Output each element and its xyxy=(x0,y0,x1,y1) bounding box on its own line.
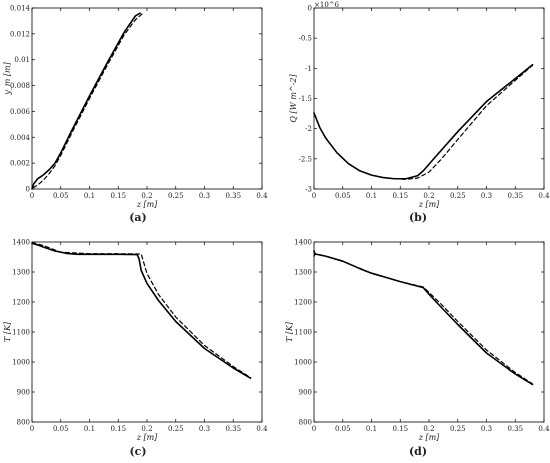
x-tick-label: 0.35 xyxy=(225,425,241,433)
x-tick-label: 0.3 xyxy=(481,425,492,433)
x-tick-label: 0.15 xyxy=(110,425,126,433)
series-line-dashed xyxy=(31,242,252,379)
y-tick-label: 1000 xyxy=(294,359,312,367)
y-axis-label: T [K] xyxy=(3,321,12,342)
y-tick-label: 1200 xyxy=(12,299,30,307)
series-line-dashed xyxy=(32,12,144,189)
x-tick-label: 0.4 xyxy=(256,192,268,200)
x-tick-label: 0.4 xyxy=(256,425,268,433)
y-axis-label: T [K] xyxy=(285,321,294,342)
panel-c: 0 0.05 0.1 0.15 0.2 0.25 0.3 0.35 0.4 800 900 1000 1… xyxy=(3,239,268,459)
x-tick-label: 0.1 xyxy=(84,192,95,200)
x-tick-label: 0 xyxy=(30,192,34,200)
panel-label: (a) xyxy=(129,211,147,224)
y-tick-label: 0.01 xyxy=(14,56,30,64)
panel-b: 0 0.05 0.1 0.15 0.2 0.25 0.3 0.35 0.4 0 -0.5 -1 -1.5… xyxy=(289,1,550,224)
x-tick-label: 0.05 xyxy=(335,192,351,200)
plot-frame xyxy=(31,7,263,190)
series-line-solid xyxy=(313,250,534,386)
y-tick-label: 0.006 xyxy=(10,108,31,116)
series-line-solid xyxy=(31,242,252,380)
x-tick-label: 0.4 xyxy=(538,192,550,200)
y-tick-label: 1100 xyxy=(12,329,30,337)
plot-frame xyxy=(313,7,545,190)
x-tick-label: 0.3 xyxy=(199,425,210,433)
series-line-solid xyxy=(313,63,534,180)
y-tick-label: -3 xyxy=(305,186,312,194)
x-tick-label: 0.15 xyxy=(392,425,408,433)
x-tick-label: 0.35 xyxy=(507,192,523,200)
y-tick-label: 800 xyxy=(299,419,312,427)
y-tick-label: -2.5 xyxy=(299,155,313,163)
x-tick-label: 0 xyxy=(312,192,316,200)
y-tick-label: -0.5 xyxy=(299,35,313,43)
panel-label: (d) xyxy=(409,445,427,458)
y-tick-label: 1300 xyxy=(12,269,30,277)
y-tick-label: 0.008 xyxy=(10,82,30,90)
x-tick-label: 0.3 xyxy=(481,192,492,200)
y-tick-label: 0.012 xyxy=(10,30,30,38)
y-axis-label: y_m [m] xyxy=(3,61,12,95)
x-tick-label: 0.25 xyxy=(168,192,184,200)
y-tick-label: 0.014 xyxy=(10,5,31,13)
plot-frame xyxy=(31,241,263,423)
y-tick-label: 1000 xyxy=(12,359,30,367)
y-tick-label: 900 xyxy=(299,389,312,397)
plot-frame xyxy=(313,241,545,423)
y-tick-label: 0 xyxy=(26,186,30,194)
panel-label: (b) xyxy=(409,211,427,224)
series-line-solid xyxy=(31,12,141,190)
y-tick-label: 1100 xyxy=(294,329,312,337)
y-tick-label: 1300 xyxy=(294,269,312,277)
y-axis-label: Q [W m^-2] xyxy=(289,74,298,123)
x-tick-label: 0.1 xyxy=(366,425,377,433)
x-tick-label: 0.3 xyxy=(199,192,210,200)
y-tick-label: -1.5 xyxy=(299,95,313,103)
x-axis-label: z [m] xyxy=(136,200,158,209)
x-tick-label: 0 xyxy=(312,425,316,433)
y-tick-label: 0.004 xyxy=(10,134,31,142)
x-tick-label: 0.15 xyxy=(392,192,408,200)
y-tick-label: 1200 xyxy=(294,299,312,307)
y-tick-label: -1 xyxy=(305,65,312,73)
x-tick-label: 0.1 xyxy=(366,192,377,200)
y-tick-label: 900 xyxy=(17,389,30,397)
x-tick-label: 0.35 xyxy=(507,425,523,433)
y-tick-label: 1400 xyxy=(294,239,312,247)
x-tick-label: 0.25 xyxy=(450,425,466,433)
x-tick-label: 0.2 xyxy=(423,425,434,433)
x-tick-label: 0.2 xyxy=(423,192,434,200)
x-tick-label: 0.05 xyxy=(53,425,69,433)
y-tick-label: 0.002 xyxy=(10,160,30,168)
panel-label: (c) xyxy=(129,445,146,458)
y-tick-label: 0 xyxy=(308,5,312,13)
x-tick-label: 0.2 xyxy=(141,425,152,433)
series-line-dashed xyxy=(313,253,534,385)
x-tick-label: 0.05 xyxy=(335,425,351,433)
x-tick-label: 0.25 xyxy=(168,425,184,433)
x-tick-label: 0.1 xyxy=(84,425,95,433)
y-tick-label: 800 xyxy=(17,419,30,427)
panel-d: 0 0.05 0.1 0.15 0.2 0.25 0.3 0.35 0.4 800 900 1000 1… xyxy=(285,239,550,459)
panel-a: 0 0.05 0.1 0.15 0.2 0.25 0.3 0.35 0.4 0 0.002 0.004… xyxy=(3,5,268,225)
x-tick-label: 0 xyxy=(30,425,34,433)
x-axis-label: z [m] xyxy=(418,433,440,442)
y-tick-label: 1400 xyxy=(12,239,30,247)
y-tick-label: -2 xyxy=(305,125,312,133)
x-axis-label: z [m] xyxy=(136,433,158,442)
series-line-dashed xyxy=(393,64,534,180)
x-tick-label: 0.35 xyxy=(225,192,241,200)
x-axis-label: z [m] xyxy=(418,200,440,209)
x-tick-label: 0.4 xyxy=(538,425,550,433)
x-tick-label: 0.2 xyxy=(141,192,152,200)
x-tick-label: 0.25 xyxy=(450,192,466,200)
y-exponent-label: ×10^6 xyxy=(314,1,340,9)
x-tick-label: 0.15 xyxy=(110,192,126,200)
x-tick-label: 0.05 xyxy=(53,192,69,200)
